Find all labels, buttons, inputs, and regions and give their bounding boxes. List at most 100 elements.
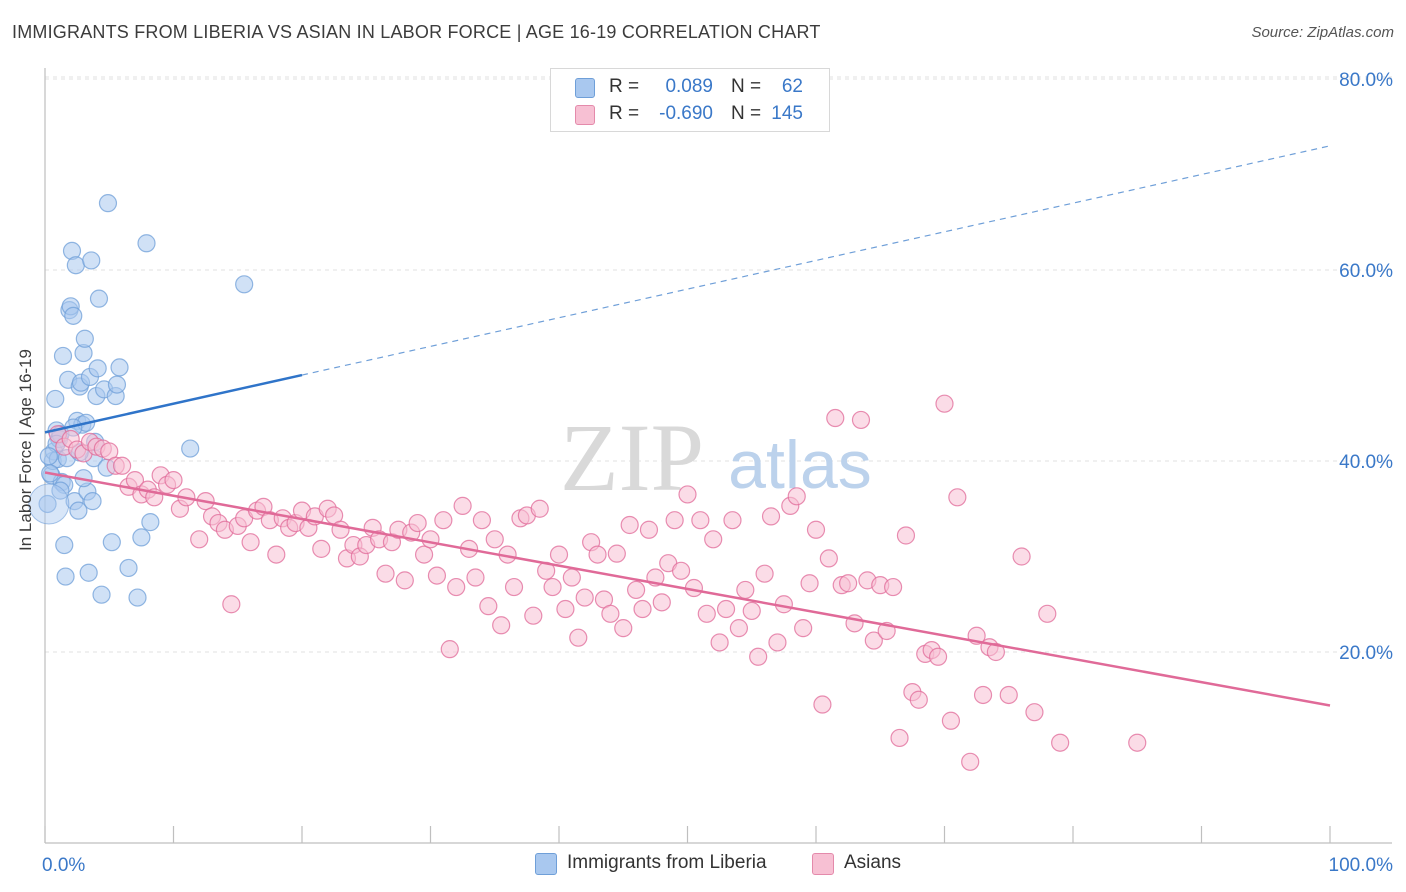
data-point — [588, 545, 607, 564]
data-point — [112, 456, 132, 475]
y-tick-label: 80.0% — [1339, 70, 1393, 91]
chart-title: IMMIGRANTS FROM LIBERIA VS ASIAN IN LABO… — [12, 22, 821, 42]
data-point — [704, 530, 723, 549]
data-point — [890, 728, 909, 748]
data-point — [222, 595, 241, 614]
x-tick-label: 0.0% — [42, 855, 85, 876]
data-point — [128, 588, 147, 607]
data-point — [241, 533, 260, 552]
data-point — [909, 690, 928, 709]
data-point — [53, 346, 73, 366]
data-point — [119, 558, 138, 578]
data-point — [768, 633, 787, 652]
legend-swatch-liberia — [575, 78, 595, 98]
data-point — [562, 568, 581, 587]
data-point — [69, 501, 88, 520]
chart-source: Source: ZipAtlas.com — [1251, 24, 1394, 41]
data-point — [376, 564, 395, 583]
data-point — [761, 507, 781, 526]
data-point — [92, 585, 111, 604]
data-point — [948, 488, 967, 507]
legend-r-label: R = — [609, 76, 640, 97]
data-point — [137, 234, 156, 253]
data-point — [164, 471, 183, 490]
data-point — [39, 447, 58, 466]
data-point — [55, 535, 74, 555]
legend-row-asians: R = -0.690 N = 145 — [551, 100, 829, 128]
data-point — [736, 580, 755, 600]
data-point — [549, 545, 569, 564]
data-point — [794, 619, 813, 638]
data-point — [716, 599, 736, 619]
data-point — [485, 530, 504, 549]
data-point — [614, 619, 633, 638]
data-point — [999, 685, 1018, 705]
data-point — [665, 511, 684, 530]
data-point — [1128, 733, 1147, 752]
data-point — [941, 711, 961, 730]
data-point — [102, 533, 121, 552]
data-point — [819, 549, 838, 568]
data-point — [755, 564, 774, 583]
trend-layer — [44, 145, 1331, 707]
data-point — [710, 633, 729, 652]
data-point — [82, 251, 101, 270]
data-point — [896, 526, 916, 545]
series-legend-label-liberia: Immigrants from Liberia — [567, 852, 767, 873]
data-point — [851, 410, 871, 430]
data-point — [267, 545, 286, 564]
data-point — [414, 545, 434, 564]
data-point — [723, 511, 742, 530]
data-point — [492, 616, 511, 635]
legend-r-value: -0.690 — [659, 103, 713, 124]
data-point — [79, 563, 98, 582]
data-point — [883, 577, 903, 597]
data-point — [38, 494, 57, 514]
legend-n-label: N = — [731, 103, 762, 124]
data-point — [434, 511, 453, 530]
data-point — [530, 499, 549, 518]
data-point — [46, 389, 65, 409]
data-point — [440, 640, 459, 659]
data-point — [633, 599, 652, 619]
data-point — [1038, 604, 1057, 623]
data-point — [569, 628, 588, 647]
data-point — [678, 485, 697, 504]
data-point — [839, 574, 858, 593]
data-point — [504, 577, 524, 597]
legend-n-value: 145 — [771, 103, 803, 124]
data-point — [141, 513, 160, 532]
data-point — [1025, 703, 1044, 722]
data-point — [986, 642, 1006, 662]
data-point — [961, 752, 980, 771]
data-point — [479, 597, 498, 616]
watermark: ZIP atlas — [560, 404, 872, 511]
data-point — [671, 561, 691, 580]
data-point — [626, 580, 646, 600]
data-point — [800, 574, 819, 593]
data-point — [190, 530, 209, 549]
data-point — [813, 695, 832, 714]
series-legend-swatch-liberia — [535, 853, 557, 875]
data-point — [110, 358, 129, 377]
data-point — [312, 539, 331, 558]
data-point — [620, 515, 639, 535]
data-point — [973, 685, 993, 705]
data-point — [1012, 547, 1031, 566]
data-point — [66, 256, 85, 275]
data-point — [543, 577, 562, 597]
data-point — [607, 544, 626, 563]
data-point — [181, 439, 200, 458]
stats-legend: R = 0.089 N = 62 R = -0.690 N = 145 — [550, 68, 830, 132]
legend-n-value: 62 — [781, 76, 803, 97]
y-tick-label: 20.0% — [1339, 643, 1393, 664]
data-point — [652, 593, 671, 612]
data-point — [691, 511, 710, 530]
data-point — [408, 513, 427, 533]
data-point — [427, 566, 447, 585]
data-point-large — [28, 483, 70, 525]
data-point — [466, 568, 485, 587]
series-liberia — [38, 194, 254, 607]
data-point — [864, 631, 883, 650]
